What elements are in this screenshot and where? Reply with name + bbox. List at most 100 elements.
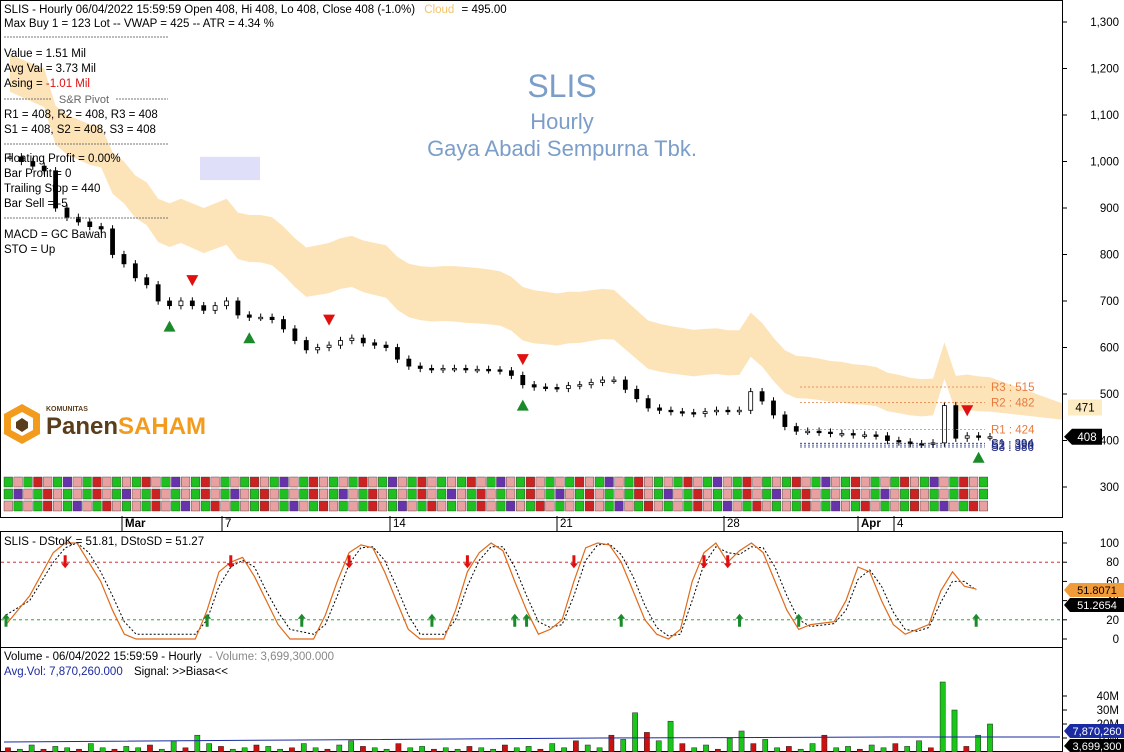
signal-strip-cell [821,488,831,500]
signal-strip-cell [3,488,13,500]
candle-body [64,207,70,218]
signal-strip-cell [575,488,585,500]
buy-arrow-icon [516,399,529,411]
ichimoku-cloud [10,54,1062,420]
signal-strip-cell [850,476,860,488]
signal-strip-cell [516,488,526,500]
candle-body [782,414,788,427]
signal-strip-cell [23,488,33,500]
signal-strip-cell [939,500,949,512]
signal-strip-cell [584,488,594,500]
signal-strip-cell [62,476,72,488]
signal-strip-cell [683,488,693,500]
dstosd-tag-text: 51.2654 [1077,600,1117,612]
x-tick-label: 14 [393,518,406,530]
signal-strip-cell [43,476,53,488]
signal-strip-cell [703,488,713,500]
x-tick-label: Mar [125,518,146,530]
candle-body [964,435,970,439]
logo-small-text: KOMUNITAS [46,406,88,413]
sell-arrow-icon [323,314,336,326]
candle-body [702,411,708,414]
signal-strip-cell [781,500,791,512]
y-tick-label: 700 [1100,296,1119,308]
signal-strip-cell [259,488,269,500]
signal-strip-cell [949,488,959,500]
candle-body [315,347,321,351]
candle-body [565,385,571,389]
signal-strip-cell [200,476,210,488]
candle-body [292,328,298,341]
avg-volume-tag: 7,870,260 [1064,724,1124,738]
signal-strip-cell [92,488,102,500]
signal-strip-cell [181,500,191,512]
candle-body [554,387,560,390]
stochastic-header: SLIS - DStoK = 51.81, DStoSD = 51.27 [4,536,204,548]
volume-bar [809,743,816,752]
signal-strip-cell [368,488,378,500]
signal-strip-cell [407,476,417,488]
signal-strip-cell [772,500,782,512]
volume-bar [111,748,118,752]
signal-strip-cell [121,488,131,500]
signal-strip-cell [447,476,457,488]
x-tick-label: 28 [727,518,740,530]
buy-arrow-icon [297,613,306,627]
candle-body [212,305,218,311]
signal-strip-cell [791,500,801,512]
volume-bar [868,744,875,752]
pivot-level-label: S3 : 386 [991,442,1034,454]
signal-strip-cell [900,476,910,488]
signal-strip-cell [575,500,585,512]
volume-bar [442,747,449,752]
signal-strip-cell [141,476,151,488]
signal-strip-cell [279,488,289,500]
signal-strip-cell [397,488,407,500]
volume-bar [916,740,922,752]
volume-bar [466,746,473,752]
signal-strip-cell [604,476,614,488]
buy-arrow-icon [243,332,256,344]
signal-strip-cell [831,500,841,512]
volume-bar [880,747,887,752]
signal-strip-cell [486,488,496,500]
signal-strip-cell [791,476,801,488]
candle-body [167,300,172,307]
y-tick-label: 1,300 [1090,17,1119,29]
chart-title: SLIS [527,68,596,104]
signal-strip-cell [53,476,63,488]
info-line-value: Value = 1.51 Mil [4,48,86,60]
signal-strip-cell [791,488,801,500]
bar-profit: Bar Profit = 0 [4,168,71,180]
signal-strip-cell [584,500,594,512]
signal-strip-cell [82,476,92,488]
y-tick-label: 300 [1100,482,1119,494]
signal-strip-cell [732,476,742,488]
signal-strip-cell [910,488,920,500]
signal-strip-cell [850,500,860,512]
signal-strip-cell [693,476,703,488]
signal-strip-cell [43,500,53,512]
signal-strip-cell [959,488,969,500]
volume-signal: Signal: >>Biasa<< [134,666,228,678]
volume-bar [371,747,378,752]
signal-strip-cell [102,500,112,512]
signal-strip-cell [811,476,821,488]
signal-strip-cell [33,476,43,488]
signal-strip-cell [141,488,151,500]
signal-strip-cell [732,500,742,512]
signal-strip-cell [545,476,555,488]
signal-strip-cell [506,500,516,512]
signal-strip-cell [102,488,112,500]
signal-strip-cell [476,500,486,512]
signal-strip-cell [673,488,683,500]
signal-strip-cell [949,500,959,512]
signal-strip-cell [841,500,851,512]
signal-strip-cell [978,488,988,500]
buy-arrow-icon [972,613,981,627]
candle-body [7,156,13,159]
signal-strip-cell [565,488,575,500]
candle-body [645,398,651,409]
buy-arrow-icon [427,613,436,627]
signal-strip-cell [476,488,486,500]
